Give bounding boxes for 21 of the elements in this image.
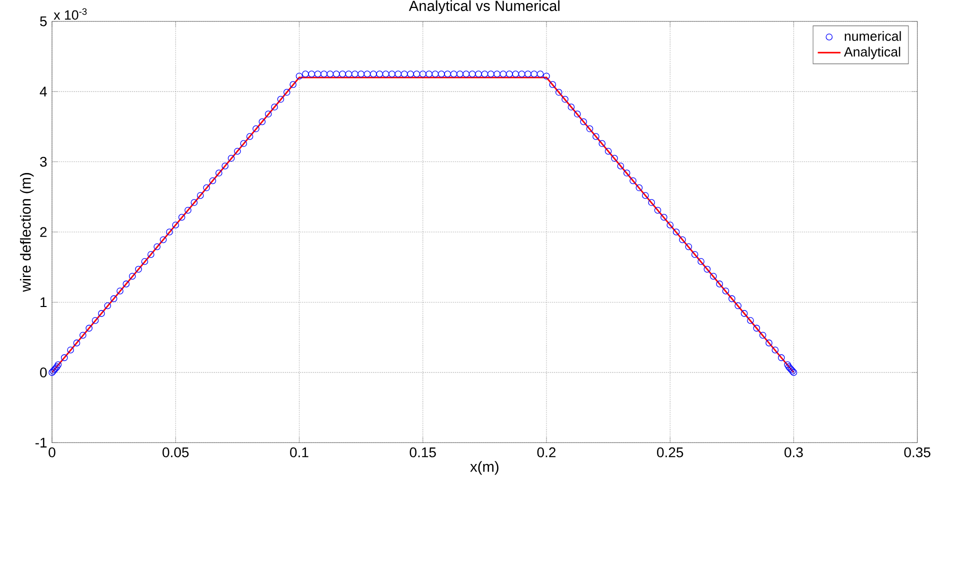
- y-tick-label: -1: [35, 438, 47, 448]
- x-axis-title: x(m): [470, 461, 498, 475]
- y-tick-label: 1: [40, 297, 47, 308]
- text: x 10$^{-3}$: [54, 8, 87, 20]
- x-tick-label: 0.35: [904, 447, 930, 458]
- x-tick-label: 0.05: [162, 447, 189, 458]
- x-tick-label: 0.2: [537, 447, 556, 458]
- legend-label: Analytical: [844, 46, 900, 60]
- y-tick-label: 0: [40, 367, 47, 378]
- x-tick-label: 0.1: [290, 447, 308, 458]
- y-axis-title: wire deflection (m): [20, 173, 34, 292]
- x-tick-label: 0.15: [410, 447, 436, 458]
- y-tick-label: 2: [40, 227, 47, 237]
- y-tick-label: 5: [40, 16, 47, 26]
- chart-title: Analytical vs Numerical: [408, 0, 560, 14]
- x-tick-label: 0: [48, 447, 56, 458]
- x-tick-label: 0.25: [657, 447, 684, 458]
- legend-label: numerical: [844, 31, 901, 41]
- y-tick-label: 4: [40, 86, 47, 96]
- x-tick-label: 0.3: [784, 447, 803, 458]
- y-tick-label: 3: [40, 156, 47, 167]
